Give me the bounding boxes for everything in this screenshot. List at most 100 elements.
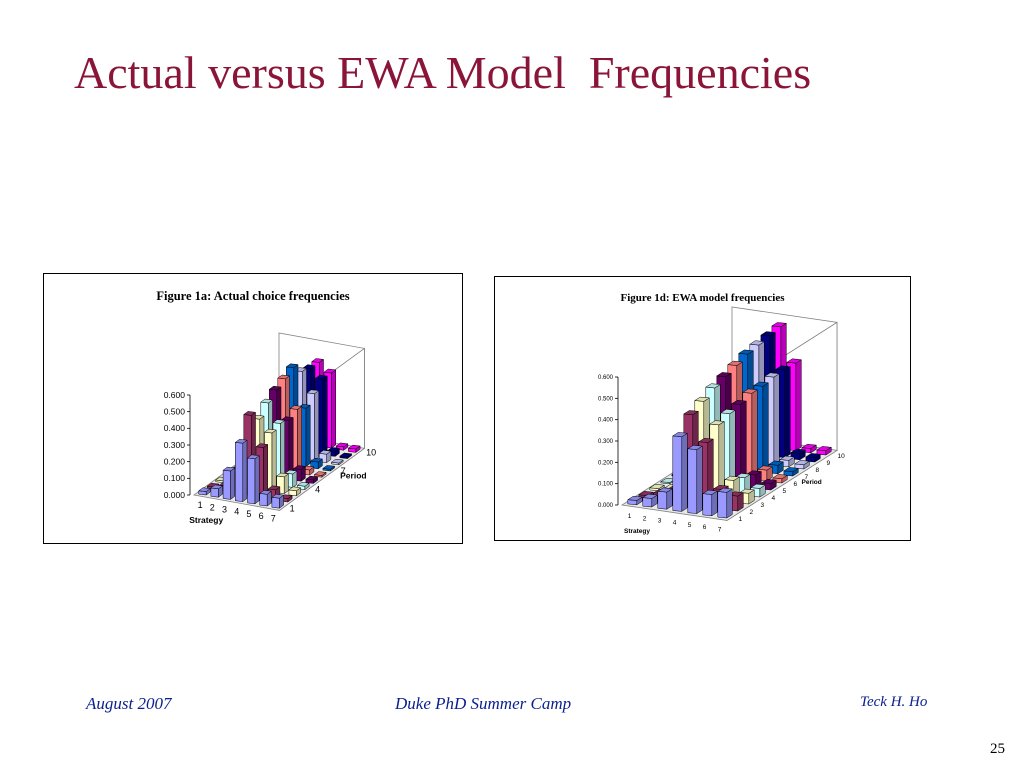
strategy-tick-label: 3 <box>222 505 227 515</box>
strategy-tick-label: 7 <box>718 526 722 533</box>
bar-top <box>255 443 269 448</box>
bar-side <box>242 439 248 503</box>
bar-period-5-strategy-7 <box>305 475 319 484</box>
bar-side <box>271 429 277 492</box>
bar-top <box>638 491 655 496</box>
z-tick-label: 0.500 <box>164 407 186 417</box>
x-axis-label: Strategy <box>189 515 223 525</box>
bar-top <box>786 358 803 364</box>
bar-top <box>775 365 792 371</box>
bar-top <box>627 495 644 501</box>
z-tick-label: 0.100 <box>598 482 614 488</box>
bar-side <box>288 417 294 480</box>
bar-top <box>246 454 260 460</box>
bar-top <box>313 471 327 476</box>
bar-period-5-strategy-6 <box>293 465 307 482</box>
z-tick-label: 0.300 <box>598 439 614 445</box>
bar-top <box>753 381 770 387</box>
bar-side <box>726 488 733 519</box>
bar-top <box>234 439 248 444</box>
bar-front <box>235 442 244 502</box>
period-tick-label: 2 <box>750 509 754 516</box>
bar-side <box>305 404 311 468</box>
bar-top <box>305 475 319 481</box>
chart-actual-svg: Figure 1a: Actual choice frequencies 0.00… <box>156 289 376 525</box>
bar-top <box>816 446 833 451</box>
bar-top <box>794 460 811 465</box>
z-tick-label: 0.000 <box>598 503 614 509</box>
bar-front <box>642 497 653 508</box>
bar-top <box>284 469 298 475</box>
bar-period-10-strategy-6 <box>335 442 349 451</box>
z-tick-label: 0.100 <box>164 473 186 483</box>
bar-side <box>254 455 260 505</box>
bar-period-3-strategy-7 <box>288 486 302 497</box>
strategy-tick-label: 7 <box>271 513 276 523</box>
strategy-tick-label: 5 <box>246 509 251 519</box>
bar-side <box>322 375 328 455</box>
bar-front <box>672 435 683 512</box>
bar-front <box>259 493 268 507</box>
strategy-tick-label: 2 <box>210 502 215 512</box>
bar-top <box>318 450 332 455</box>
z-tick-label: 0.600 <box>598 375 614 381</box>
strategy-tick-label: 4 <box>234 507 239 517</box>
bar-top <box>709 420 726 426</box>
bar-top <box>746 470 763 476</box>
bar-side <box>263 444 268 499</box>
bar-top <box>210 484 224 490</box>
bar-top <box>222 466 236 472</box>
bar-top <box>724 475 741 481</box>
bar-period-8-strategy-6 <box>779 455 796 468</box>
slide-title: Actual versus EWA Model Frequencies <box>74 47 812 98</box>
bar-period-6-strategy-7 <box>313 471 327 478</box>
bar-period-1-strategy-3 <box>657 487 674 510</box>
bar-front <box>247 457 256 505</box>
bar-period-10-strategy-7 <box>816 446 833 456</box>
bar-top <box>694 396 711 402</box>
bar-top <box>805 453 822 458</box>
bar-top <box>263 428 277 434</box>
footer-event: Duke PhD Summer Camp <box>395 694 572 713</box>
bar-front <box>657 491 668 510</box>
bar-top <box>327 447 341 452</box>
bar-top <box>761 479 778 484</box>
bar-top <box>768 460 785 466</box>
bar-top <box>771 322 788 328</box>
bar-top <box>311 358 325 363</box>
strategy-tick-label: 2 <box>643 515 647 522</box>
bar-top <box>260 398 274 404</box>
bar-period-5-strategy-7 <box>761 479 778 491</box>
footer-author: Teck H. Ho <box>860 694 928 710</box>
bar-period-7-strategy-6 <box>310 457 324 470</box>
bar-top <box>717 487 734 493</box>
z-tick-label: 0.000 <box>164 490 186 500</box>
bar-period-8-strategy-7 <box>794 460 811 470</box>
z-tick-label: 0.300 <box>164 440 186 450</box>
period-tick-label: 3 <box>761 502 765 509</box>
bar-top <box>727 360 744 366</box>
bar-side <box>784 366 791 459</box>
bar-top <box>296 482 310 487</box>
bar-top <box>293 465 307 470</box>
bar-period-10-strategy-7 <box>347 444 361 453</box>
bar-period-1-strategy-4 <box>672 432 689 512</box>
bar-top <box>323 368 337 374</box>
bar-top <box>642 493 659 499</box>
bar-top <box>259 490 273 495</box>
bar-top <box>790 448 807 454</box>
strategy-tick-label: 6 <box>703 524 707 531</box>
bar-period-1-strategy-7 <box>271 493 285 509</box>
bar-side <box>711 490 718 517</box>
strategy-tick-label: 4 <box>673 520 677 527</box>
bar-top <box>738 349 755 355</box>
bar-top <box>268 385 282 391</box>
x-axis-label: Strategy <box>624 528 650 535</box>
bar-side <box>795 359 802 452</box>
bar-top <box>779 455 796 461</box>
bar-period-4-strategy-1 <box>660 478 677 485</box>
bar-top <box>702 489 719 495</box>
bar-front <box>702 493 713 517</box>
period-tick-label: 4 <box>315 485 320 495</box>
chart-title: Figure 1d: EWA model frequencies <box>621 292 786 304</box>
